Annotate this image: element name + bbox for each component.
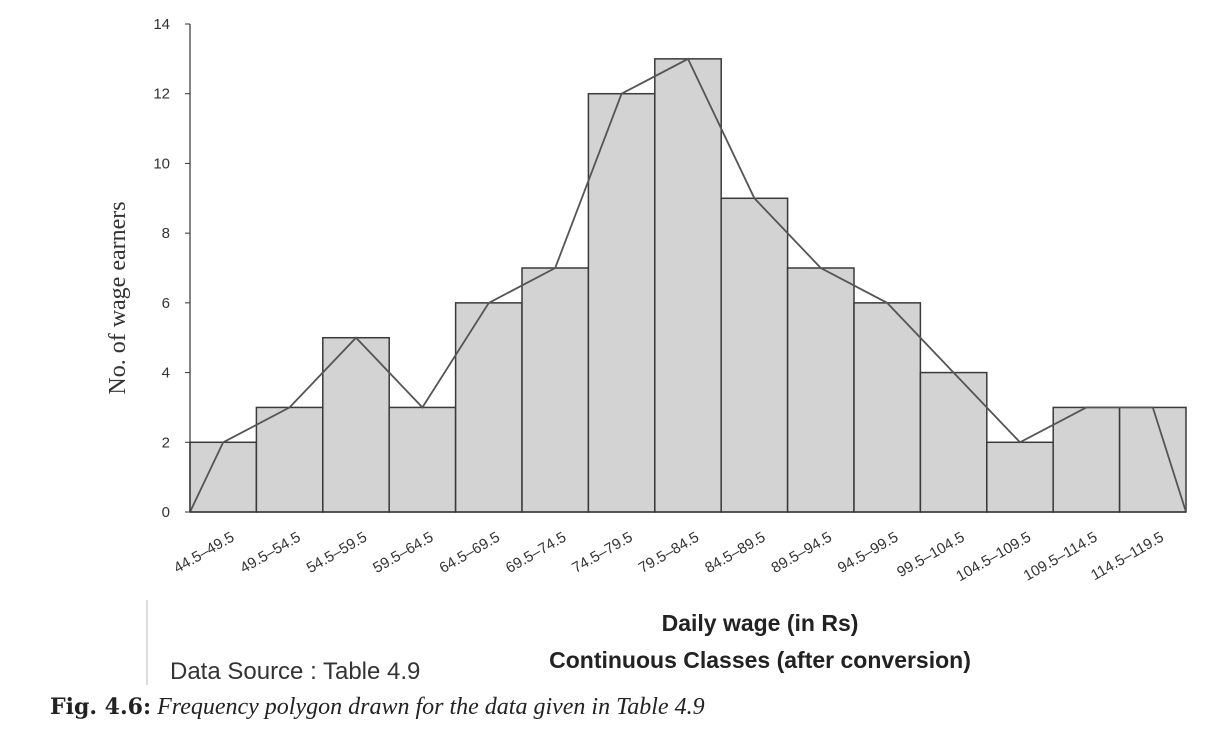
x-tick-label: 54.5–59.5 [304, 529, 370, 577]
bar [587, 92, 656, 513]
frequency-polygon-line [189, 57, 1187, 513]
y-tick-label: 8 [162, 225, 170, 242]
x-tick-label: 114.5–119.5 [1088, 529, 1167, 584]
x-tick-label: 59.5–64.5 [370, 529, 436, 577]
x-tick-label: 84.5–89.5 [702, 529, 768, 577]
bar [919, 371, 988, 513]
y-tick-label: 14 [153, 16, 170, 33]
y-tick-label: 2 [162, 434, 170, 451]
x-tick-label: 89.5–94.5 [769, 529, 835, 577]
y-tick-label: 4 [162, 365, 170, 382]
y-tick-label: 0 [162, 504, 170, 521]
x-tick-label: 49.5–54.5 [237, 529, 303, 577]
bar [1052, 406, 1121, 513]
y-tick-label: 10 [153, 155, 170, 172]
x-tick-label: 109.5–114.5 [1021, 529, 1101, 585]
frequency-chart: 0 2 4 6 8 10 12 14 44.5–49.5 49.5–54.5 54.5–59.5 5… [105, 16, 1187, 685]
bar [322, 336, 390, 513]
bar [189, 441, 258, 513]
bar [853, 302, 922, 513]
x-ticks-group: 44.5–49.5 49.5–54.5 54.5–59.5 59.5–64.5 64.5… [171, 529, 1167, 585]
x-tick-label: 94.5–99.5 [835, 529, 901, 577]
x-tick-label: 104.5–109.5 [953, 529, 1034, 585]
figure-caption-text: Frequency polygon drawn for the data giv… [151, 694, 705, 720]
x-axis-label: Daily wage (in Rs) [662, 610, 859, 636]
bar [454, 302, 523, 513]
bar [1118, 406, 1187, 513]
bars-group [189, 58, 1187, 513]
y-axis-label: No. of wage earners [105, 201, 131, 394]
axes-group [189, 24, 1186, 513]
bar [521, 267, 590, 513]
bar [654, 58, 722, 513]
x-tick-label: 69.5–74.5 [503, 529, 569, 577]
bar [720, 197, 789, 513]
frequency-polygon-group [189, 57, 1187, 513]
x-tick-label: 79.5–84.5 [636, 529, 702, 577]
x-tick-label: 64.5–69.5 [437, 529, 503, 577]
x-axis-sublabel: Continuous Classes (after conversion) [549, 647, 971, 673]
bar [388, 406, 457, 513]
y-ticks-group: 0 2 4 6 8 10 12 14 [153, 16, 190, 521]
data-source-note: Data Source : Table 4.9 [170, 658, 420, 685]
figure-caption: Fig. 4.6: Frequency polygon drawn for th… [50, 694, 705, 721]
bar [786, 267, 855, 513]
x-tick-label: 74.5–79.5 [569, 529, 635, 577]
y-tick-label: 6 [162, 295, 170, 312]
bar [986, 441, 1054, 513]
bar [255, 406, 324, 513]
y-tick-label: 12 [153, 86, 170, 103]
figure-number: Fig. 4.6: [50, 694, 152, 720]
x-tick-label: 44.5–49.5 [171, 529, 237, 577]
